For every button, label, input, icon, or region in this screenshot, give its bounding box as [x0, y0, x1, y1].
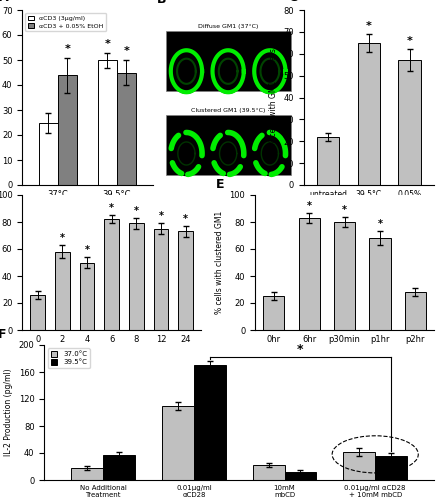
Bar — [104, 220, 119, 330]
Text: Diffuse GM1 (37°C): Diffuse GM1 (37°C) — [198, 24, 258, 29]
Text: *: * — [407, 36, 412, 46]
Bar — [55, 252, 70, 330]
Bar — [334, 222, 355, 330]
Polygon shape — [212, 132, 245, 176]
Text: *: * — [60, 233, 65, 243]
Bar — [58, 75, 77, 185]
Bar — [263, 296, 284, 330]
Bar — [98, 60, 117, 185]
Polygon shape — [253, 132, 286, 176]
Text: F: F — [0, 328, 6, 341]
Bar — [317, 137, 339, 185]
Text: *: * — [342, 204, 347, 214]
Bar — [80, 262, 94, 330]
Legend: αCD3 (3μg/ml), αCD3 + 0.05% EtOH: αCD3 (3μg/ml), αCD3 + 0.05% EtOH — [25, 13, 106, 31]
Text: *: * — [307, 200, 312, 210]
Bar — [117, 72, 136, 185]
Text: A: A — [0, 0, 8, 4]
Text: *: * — [159, 212, 163, 222]
Bar — [358, 43, 380, 185]
Bar — [103, 455, 135, 480]
Bar — [71, 468, 103, 480]
Bar — [369, 238, 391, 330]
Text: *: * — [105, 39, 110, 49]
FancyBboxPatch shape — [166, 31, 291, 90]
Bar — [129, 224, 144, 330]
Legend: 37.0°C, 39.5°C: 37.0°C, 39.5°C — [48, 348, 90, 368]
Bar — [179, 232, 193, 330]
Text: *: * — [297, 343, 303, 356]
Bar — [343, 452, 375, 480]
Bar — [284, 472, 316, 480]
Text: *: * — [366, 21, 372, 31]
Polygon shape — [253, 49, 286, 94]
Bar — [154, 229, 168, 330]
Text: B: B — [156, 0, 166, 6]
Text: C: C — [288, 0, 297, 4]
Bar — [39, 122, 58, 185]
FancyBboxPatch shape — [166, 115, 291, 174]
Polygon shape — [170, 132, 203, 176]
Text: *: * — [85, 245, 89, 255]
Y-axis label: % cells with clustered GM1: % cells with clustered GM1 — [215, 211, 224, 314]
Polygon shape — [212, 49, 245, 94]
Polygon shape — [170, 49, 203, 94]
Bar — [162, 406, 194, 480]
Bar — [399, 60, 421, 185]
Bar — [30, 295, 45, 330]
Bar — [299, 218, 320, 330]
Text: *: * — [124, 46, 129, 56]
Text: *: * — [64, 44, 70, 54]
Y-axis label: IL-2 Production (pg/ml): IL-2 Production (pg/ml) — [4, 368, 13, 456]
Text: *: * — [109, 203, 114, 213]
Bar — [405, 292, 426, 330]
Bar — [375, 456, 407, 480]
X-axis label: Hours at 39.5°C: Hours at 39.5°C — [78, 350, 145, 358]
Bar — [194, 365, 225, 480]
Text: *: * — [377, 220, 382, 230]
Text: E: E — [216, 178, 224, 191]
Text: *: * — [134, 206, 139, 216]
Text: *: * — [183, 214, 188, 224]
Bar — [253, 465, 284, 480]
Text: Clustered GM1 (39.5°C): Clustered GM1 (39.5°C) — [191, 108, 265, 114]
Y-axis label: % cells with GM1 clusters: % cells with GM1 clusters — [269, 48, 278, 146]
